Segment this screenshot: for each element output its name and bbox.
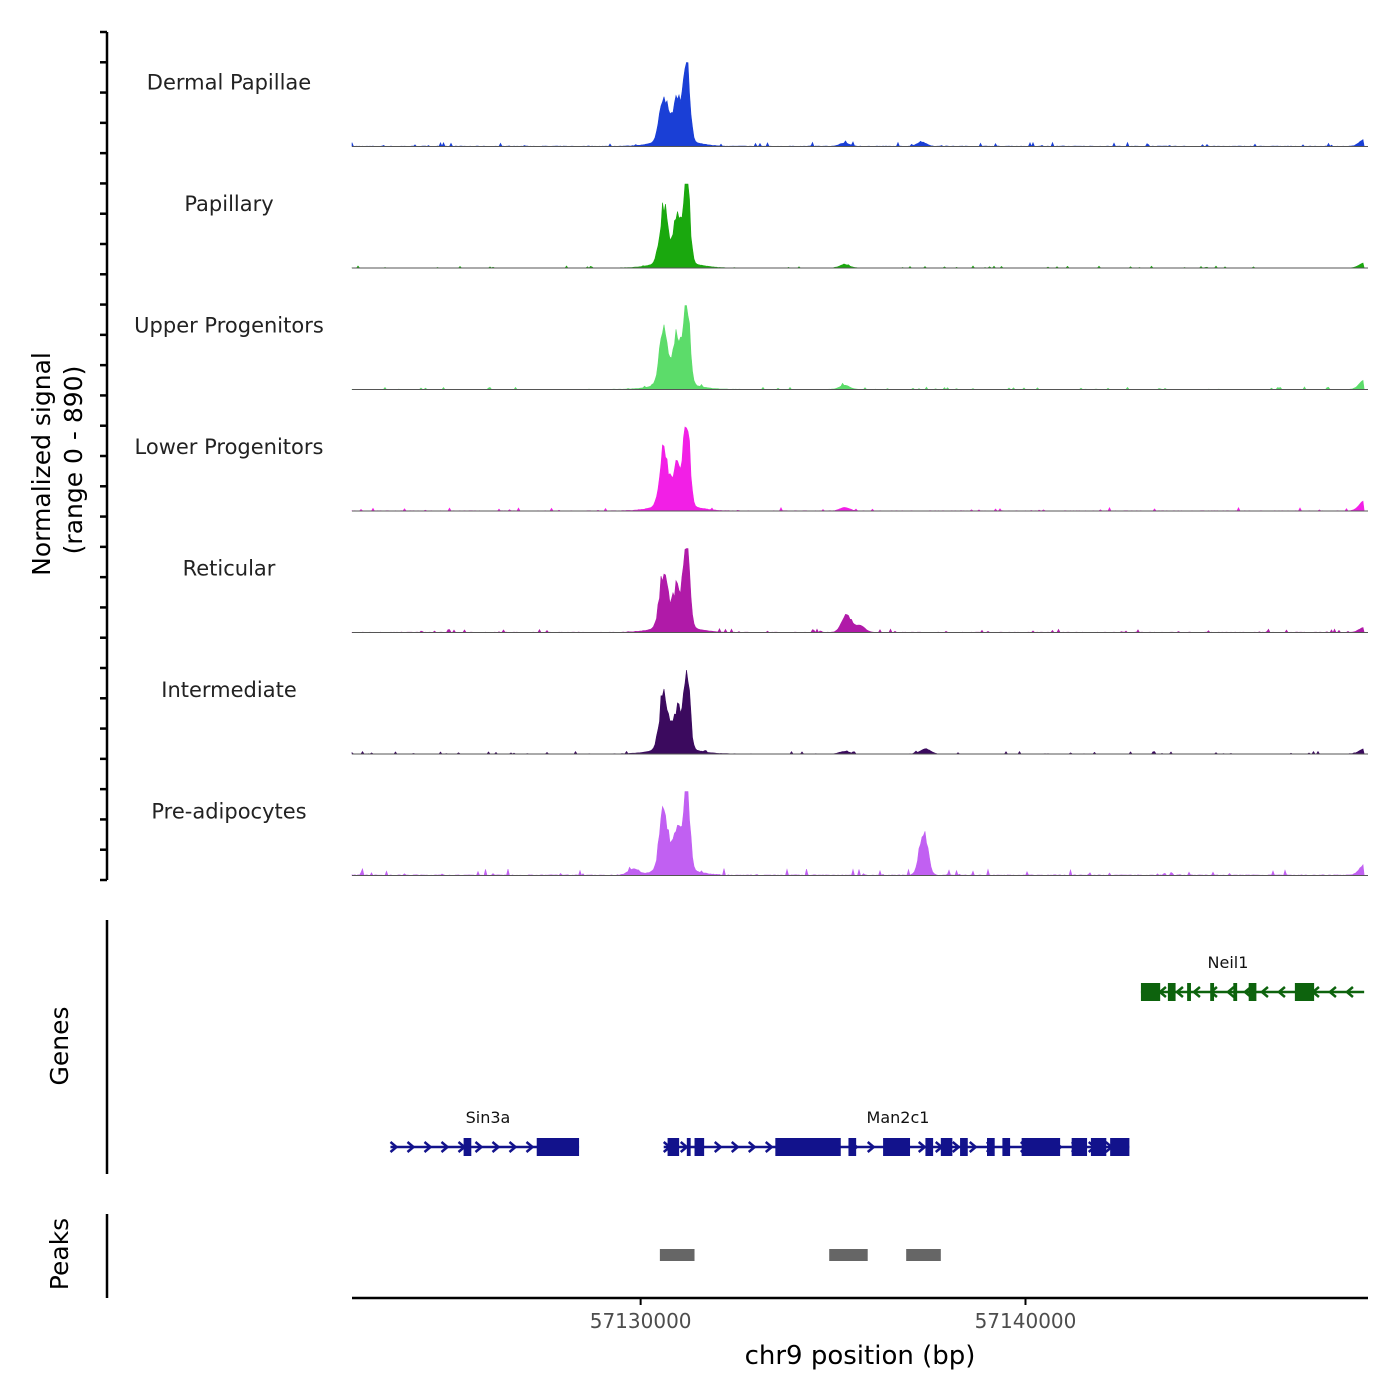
x-axis: chr9 position (bp) 57130000 57140000 xyxy=(352,1296,1368,1371)
gene-exon xyxy=(1021,1138,1061,1156)
coverage-area xyxy=(351,183,1365,269)
gene-exon xyxy=(1071,1138,1088,1156)
coverage-area xyxy=(351,791,1365,876)
gene-models: Sin3a Man2c1 Neil1 xyxy=(389,953,1365,1156)
coverage-area xyxy=(351,305,1365,390)
track-label: Papillary xyxy=(184,192,273,216)
strand-chevron xyxy=(747,1141,757,1153)
coverage-area xyxy=(351,426,1365,512)
track-0: Dermal Papillae xyxy=(147,62,1368,147)
gene-exon xyxy=(694,1138,705,1156)
strand-chevron xyxy=(1225,986,1235,998)
x-tick-label: 57130000 xyxy=(590,1309,692,1333)
gene-exon xyxy=(987,1138,995,1156)
y-axis-title-line1: Normalized signal xyxy=(27,352,56,576)
gene-exon xyxy=(960,1138,968,1156)
gene-exon xyxy=(536,1138,580,1156)
gene-exon xyxy=(925,1138,934,1156)
gene-label: Neil1 xyxy=(1208,953,1249,972)
gene-exon xyxy=(1090,1138,1107,1156)
track-label: Dermal Papillae xyxy=(147,71,311,95)
coverage-tracks: Dermal Papillae Papillary Upper Progenitor… xyxy=(134,62,1368,876)
coverage-area xyxy=(351,669,1365,755)
coverage-area xyxy=(351,62,1365,147)
strand-chevron xyxy=(730,1141,740,1153)
strand-chevron xyxy=(423,1141,433,1153)
x-tick-label: 57140000 xyxy=(975,1309,1077,1333)
gene-exon xyxy=(1233,983,1238,1001)
track-3: Lower Progenitors xyxy=(135,426,1368,512)
track-6: Pre-adipocytes xyxy=(151,791,1368,876)
strand-chevron xyxy=(491,1141,501,1153)
gene-exon xyxy=(1187,983,1191,1001)
genes-title: Genes xyxy=(45,1006,74,1085)
track-4: Reticular xyxy=(183,548,1368,634)
peaks-panel: Peaks xyxy=(45,1214,941,1298)
strand-chevron xyxy=(1327,986,1337,998)
track-label: Lower Progenitors xyxy=(135,435,324,459)
gene-exon xyxy=(883,1138,911,1156)
gene-exon xyxy=(667,1138,680,1156)
track-label: Reticular xyxy=(183,557,276,581)
peak-regions xyxy=(659,1249,941,1261)
strand-chevron xyxy=(968,1141,978,1153)
strand-chevron xyxy=(1276,986,1286,998)
strand-chevron xyxy=(1191,986,1201,998)
signal-y-axis xyxy=(100,30,109,882)
strand-chevron xyxy=(474,1141,484,1153)
track-1: Papillary xyxy=(184,183,1368,269)
strand-chevron xyxy=(440,1141,450,1153)
genes-panel: Genes Sin3a Man2c1 Neil1 xyxy=(45,920,1365,1174)
strand-chevron xyxy=(713,1141,723,1153)
y-axis-title-line2: (range 0 - 890) xyxy=(59,366,88,555)
gene-exon xyxy=(1140,983,1161,1001)
gene-exon xyxy=(463,1138,472,1156)
y-axis-title: Normalized signal (range 0 - 890) xyxy=(27,344,88,576)
strand-chevron xyxy=(1344,986,1354,998)
gene-exon xyxy=(1210,983,1215,1001)
gene-exon xyxy=(848,1138,857,1156)
track-5: Intermediate xyxy=(161,669,1368,755)
strand-chevron xyxy=(1259,986,1269,998)
strand-chevron xyxy=(406,1141,416,1153)
strand-chevron xyxy=(508,1141,518,1153)
gene-exon xyxy=(686,1138,691,1156)
gene-exon xyxy=(1167,983,1176,1001)
gene-exon xyxy=(1294,983,1315,1001)
strand-chevron xyxy=(866,1141,876,1153)
gene-label: Man2c1 xyxy=(867,1108,930,1127)
track-label: Intermediate xyxy=(161,678,297,702)
strand-chevron xyxy=(1174,986,1184,998)
track-label: Upper Progenitors xyxy=(134,314,324,338)
gene-man2c1: Man2c1 xyxy=(662,1108,1130,1156)
track-2: Upper Progenitors xyxy=(134,305,1368,390)
gene-exon xyxy=(1002,1138,1011,1156)
x-axis-title: chr9 position (bp) xyxy=(745,1341,976,1371)
gene-exon xyxy=(1110,1138,1130,1156)
peak-region xyxy=(906,1249,941,1261)
gene-label: Sin3a xyxy=(466,1108,511,1127)
coverage-area xyxy=(351,548,1365,634)
track-label: Pre-adipocytes xyxy=(151,800,306,824)
strand-chevron xyxy=(951,1141,961,1153)
peak-region xyxy=(829,1249,868,1261)
strand-chevron xyxy=(389,1141,399,1153)
peaks-title: Peaks xyxy=(45,1218,74,1290)
strand-chevron xyxy=(764,1141,774,1153)
gene-exon xyxy=(1248,983,1257,1001)
strand-chevron xyxy=(917,1141,927,1153)
strand-chevron xyxy=(679,1141,689,1153)
gene-neil1: Neil1 xyxy=(1140,953,1365,1001)
peak-region xyxy=(659,1249,695,1261)
gene-sin3a: Sin3a xyxy=(389,1108,580,1156)
gene-exon xyxy=(940,1138,953,1156)
strand-chevron xyxy=(525,1141,535,1153)
gene-exon xyxy=(775,1138,841,1156)
